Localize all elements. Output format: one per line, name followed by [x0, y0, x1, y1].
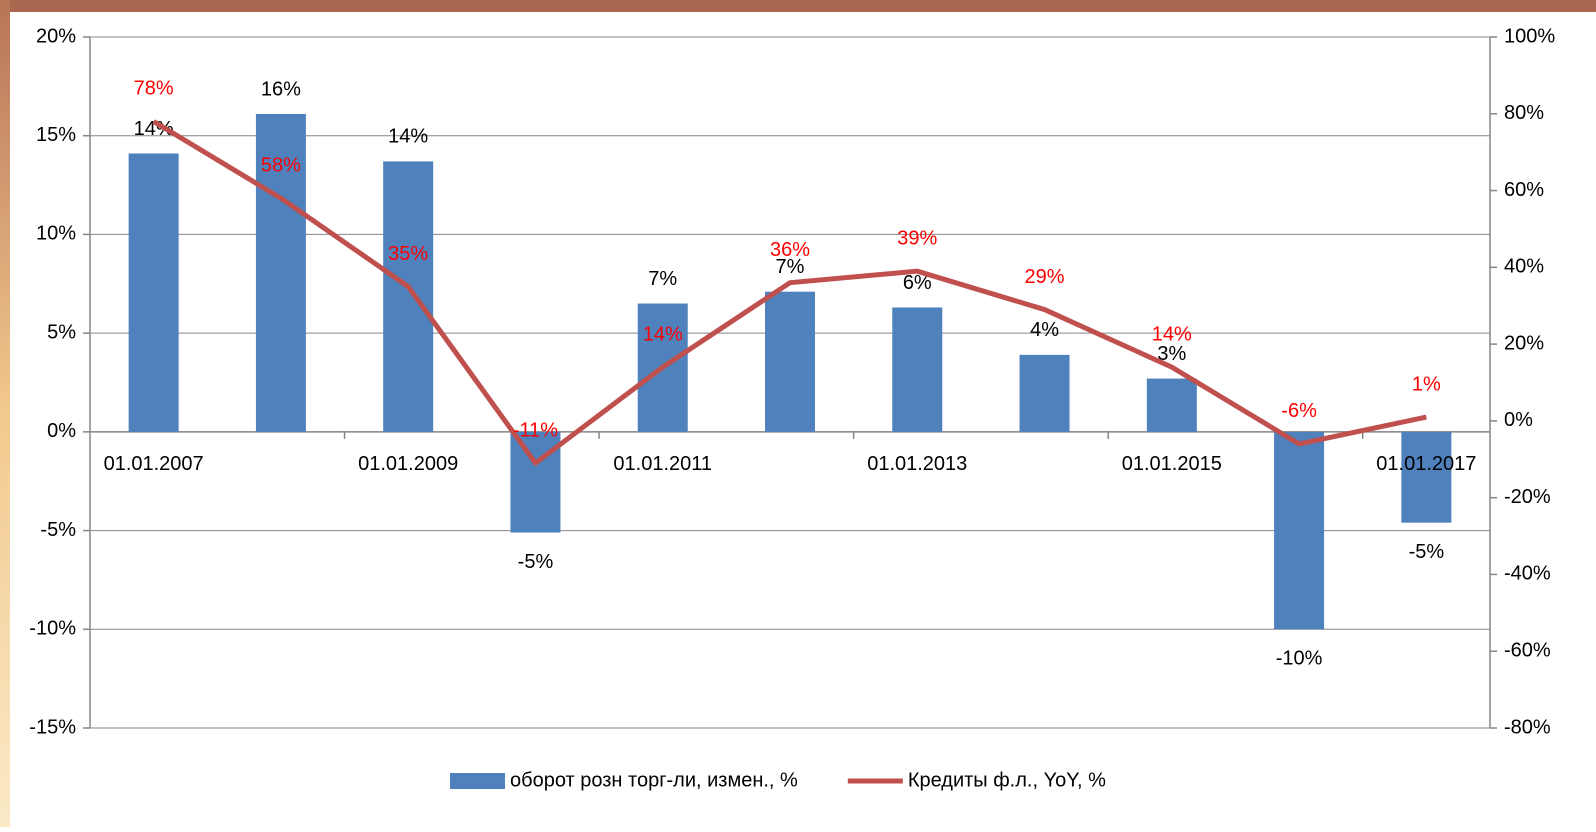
x-tick-label: 01.01.2009 [358, 453, 458, 475]
legend-swatch [450, 773, 505, 789]
line-value-label: 36% [770, 239, 810, 261]
bar-value-label: 14% [134, 118, 174, 140]
bar-value-label: 7% [648, 268, 677, 290]
line-value-label: 35% [388, 243, 428, 265]
bar-value-label: 16% [261, 78, 301, 100]
y2-tick-label: 40% [1504, 256, 1544, 278]
line-value-label: 1% [1412, 373, 1441, 395]
line-value-label: 29% [1025, 266, 1065, 288]
y-tick-label: -10% [29, 618, 76, 640]
bar [765, 291, 815, 432]
x-tick-label: 01.01.2013 [867, 453, 967, 475]
line-value-label: 39% [897, 227, 937, 249]
x-tick-label: 01.01.2007 [104, 453, 204, 475]
bar [892, 307, 943, 432]
y2-tick-label: -80% [1504, 716, 1551, 738]
frame-top [0, 0, 1596, 12]
y-tick-label: 0% [47, 420, 76, 442]
y2-tick-label: 0% [1504, 409, 1533, 431]
bar-value-label: -5% [518, 551, 554, 573]
y2-tick-label: -60% [1504, 640, 1551, 662]
bar-value-label: 3% [1157, 343, 1186, 365]
y2-tick-label: 80% [1504, 102, 1544, 124]
line-value-label: -6% [1281, 400, 1317, 422]
bar [255, 113, 306, 432]
bar-value-label: 14% [388, 126, 428, 148]
bar-value-label: 4% [1030, 319, 1059, 341]
y2-tick-label: 60% [1504, 179, 1544, 201]
bar [383, 161, 434, 432]
x-tick-label: 01.01.2017 [1376, 453, 1476, 475]
legend-label: Кредиты ф.л., YoY, % [908, 769, 1106, 791]
bar [1019, 354, 1070, 432]
y2-tick-label: 20% [1504, 332, 1544, 354]
bar [1146, 378, 1197, 432]
y2-tick-label: -20% [1504, 486, 1551, 508]
x-tick-label: 01.01.2011 [613, 453, 712, 475]
y-tick-label: 15% [36, 124, 76, 146]
line-value-label: -11% [513, 419, 558, 441]
bar [128, 153, 179, 432]
y-tick-label: -5% [40, 519, 76, 541]
line-value-label: 78% [134, 78, 174, 100]
line-value-label: 14% [1152, 323, 1192, 345]
bar-value-label: 6% [903, 272, 932, 294]
y-tick-label: 20% [36, 25, 76, 47]
bar-value-label: -5% [1409, 541, 1445, 563]
x-tick-label: 01.01.2015 [1122, 453, 1222, 475]
y-tick-label: 10% [36, 223, 76, 245]
y2-tick-label: 100% [1504, 25, 1555, 47]
bar [1274, 431, 1325, 630]
bar-value-label: -10% [1276, 648, 1323, 670]
line-value-label: 14% [643, 323, 683, 345]
y-tick-label: 5% [47, 321, 76, 343]
legend-label: оборот розн торг-ли, измен., % [510, 769, 798, 791]
line-value-label: 58% [261, 155, 301, 177]
bar [1401, 431, 1452, 523]
frame-left [0, 0, 10, 827]
y-tick-label: -15% [29, 716, 76, 738]
line [152, 119, 1427, 466]
y2-tick-label: -40% [1504, 563, 1551, 585]
bar-value-label: 7% [776, 256, 805, 278]
